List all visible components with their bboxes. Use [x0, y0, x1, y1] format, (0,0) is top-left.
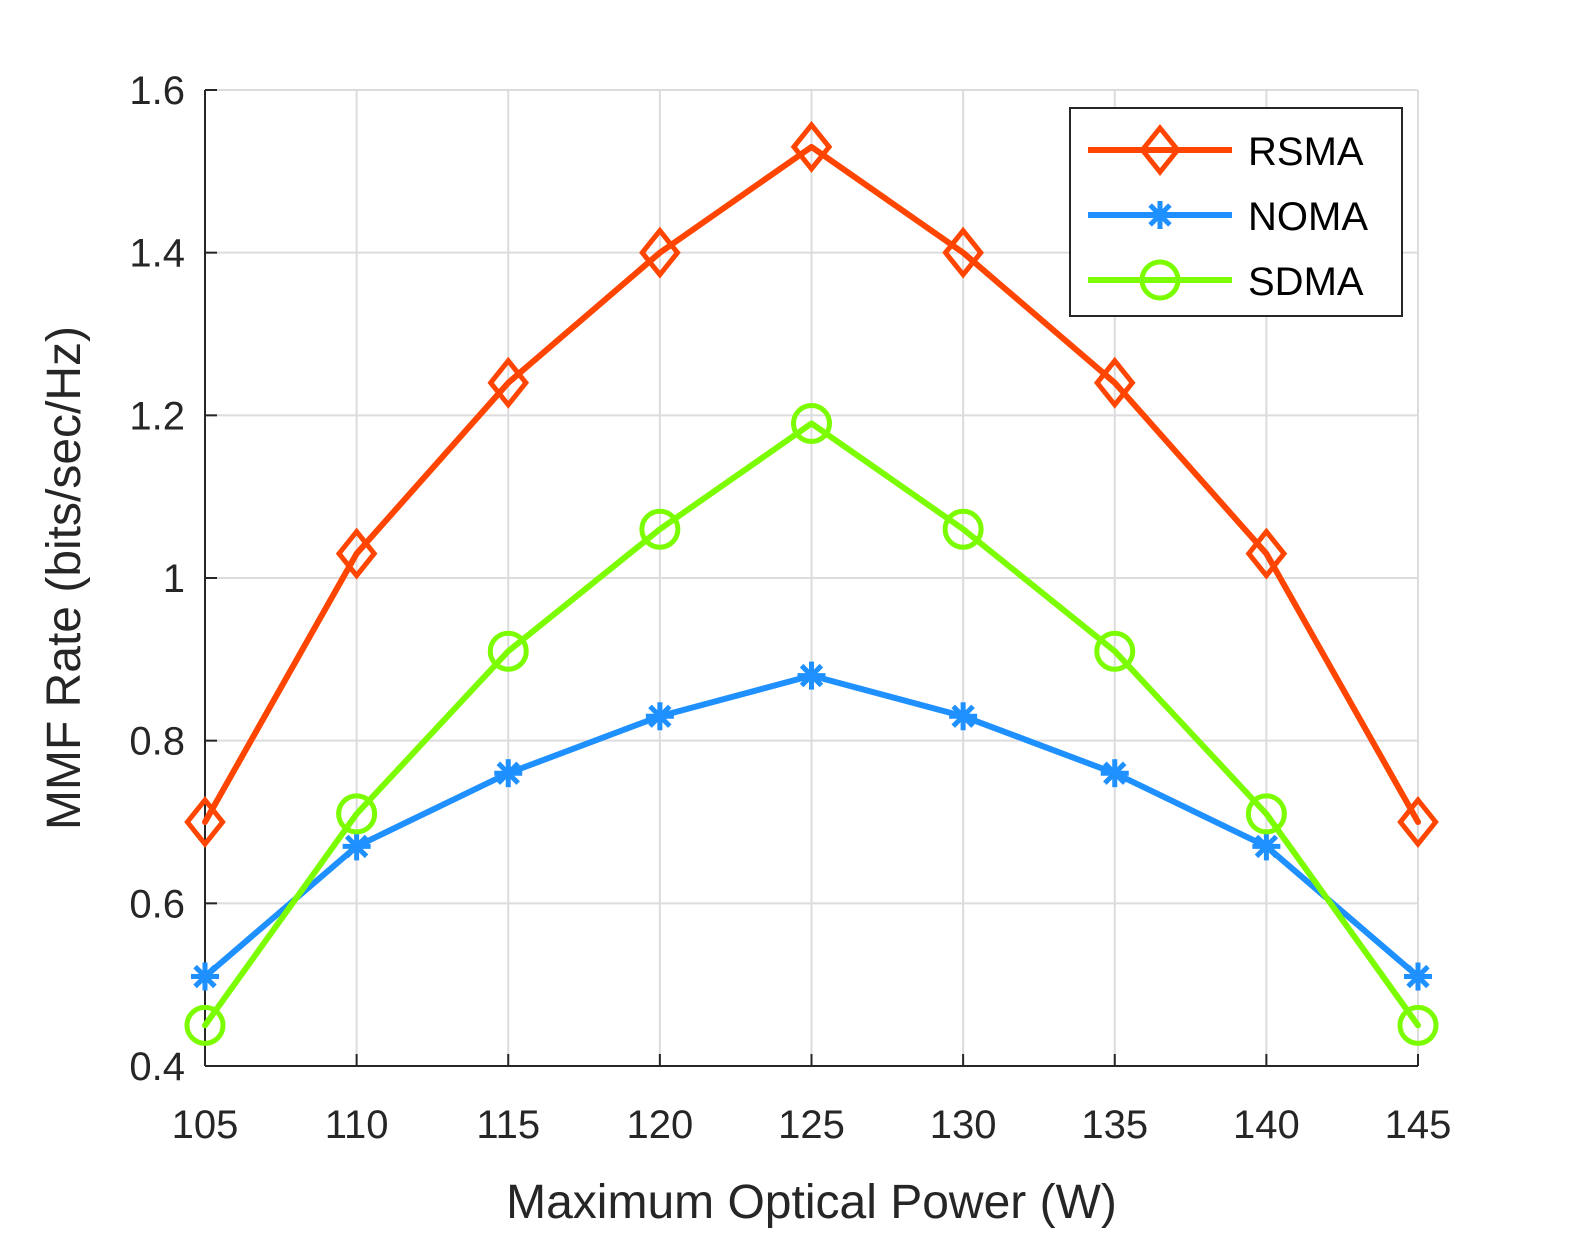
data-point-noma	[1252, 832, 1281, 861]
x-tick-label: 120	[627, 1103, 694, 1147]
data-point-sdma	[942, 508, 984, 550]
legend-label-sdma: SDMA	[1248, 260, 1364, 304]
series-group	[184, 120, 1439, 1046]
x-tick-label: 140	[1233, 1103, 1300, 1147]
data-point-sdma	[336, 793, 378, 835]
data-point-rsma	[184, 795, 226, 849]
data-point-rsma	[335, 527, 378, 580]
data-point-rsma	[639, 226, 681, 279]
data-point-sdma	[1397, 1004, 1439, 1046]
y-tick-label: 0.6	[129, 882, 185, 926]
x-tick-label: 105	[172, 1103, 239, 1147]
x-tick-label: 145	[1385, 1103, 1452, 1147]
data-point-sdma	[1094, 630, 1136, 672]
data-point-sdma	[791, 402, 832, 444]
y-tick-label: 1	[163, 557, 185, 601]
y-tick-label: 1.2	[129, 394, 185, 438]
data-point-rsma	[790, 120, 833, 173]
data-point-rsma	[1245, 527, 1288, 580]
data-point-noma	[1404, 962, 1432, 991]
legend: RSMA NOMA SDMA	[1069, 107, 1403, 317]
series-line-sdma	[202, 420, 1421, 1029]
x-tick-label: 130	[930, 1103, 997, 1147]
data-point-rsma	[487, 356, 530, 409]
data-point-sdma	[184, 1004, 226, 1046]
data-point-rsma	[1397, 795, 1439, 849]
data-point-noma	[797, 661, 826, 690]
tick-labels: 105 110 115 120 125 130 135 140 145 0.4 0.6 0.8 1 1.2…	[129, 69, 1451, 1147]
y-tick-label: 1.4	[129, 232, 185, 276]
x-tick-label: 115	[476, 1103, 540, 1147]
axes	[204, 89, 1419, 1067]
y-tick-label: 0.4	[129, 1045, 185, 1089]
y-tick-label: 1.6	[129, 69, 185, 113]
x-tick-label: 135	[1081, 1103, 1148, 1147]
data-point-noma	[191, 962, 219, 991]
data-point-rsma	[1093, 356, 1136, 409]
data-point-noma	[494, 759, 523, 788]
x-tick-label: 125	[778, 1103, 845, 1147]
legend-marker-sdma	[1139, 259, 1181, 301]
data-point-sdma	[1245, 793, 1287, 835]
data-point-noma	[342, 832, 371, 861]
data-point-noma	[949, 702, 978, 731]
legend-label-noma: NOMA	[1248, 195, 1368, 239]
legend-marker-noma	[1146, 201, 1174, 229]
y-axis-title: MMF Rate (bits/sec/Hz)	[38, 326, 91, 830]
legend-marker-rsma	[1139, 123, 1181, 177]
x-tick-label: 110	[325, 1103, 389, 1147]
data-point-noma	[645, 702, 674, 731]
legend-label-rsma: RSMA	[1248, 130, 1364, 174]
x-axis-title: Maximum Optical Power (W)	[506, 1176, 1117, 1229]
y-tick-label: 0.8	[129, 720, 185, 764]
series-line-rsma	[202, 143, 1421, 825]
data-point-sdma	[639, 508, 681, 550]
data-point-rsma	[942, 226, 984, 279]
data-point-sdma	[487, 630, 529, 672]
data-point-noma	[1100, 759, 1129, 788]
